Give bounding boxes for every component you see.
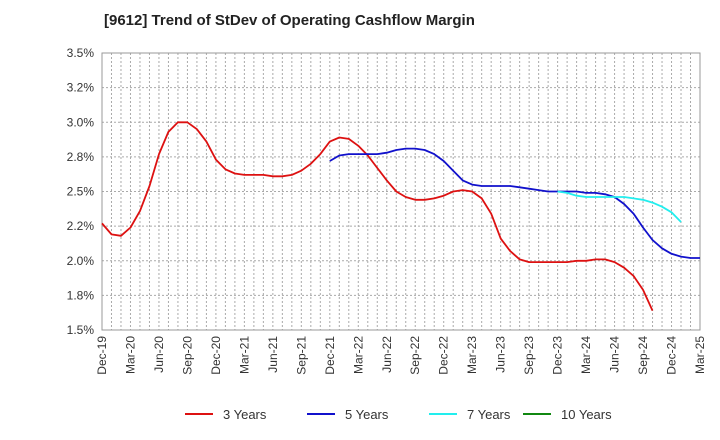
y-tick-label: 2.8% [67, 150, 95, 164]
y-tick-label: 3.0% [67, 115, 95, 129]
x-tick-label: Jun-23 [494, 336, 508, 373]
x-tick-label: Sep-21 [294, 336, 308, 375]
y-tick-label: 2.0% [67, 254, 95, 268]
series-line-3-years [101, 121, 654, 311]
x-tick-label: Dec-24 [665, 336, 679, 375]
x-tick-label: Dec-22 [437, 336, 451, 375]
legend-label-3-years: 3 Years [223, 407, 267, 422]
chart-title: [9612] Trend of StDev of Operating Cashf… [104, 12, 475, 29]
x-tick-label: Sep-22 [408, 336, 422, 375]
x-tick-label: Mar-21 [237, 336, 251, 374]
x-tick-label: Mar-25 [693, 336, 707, 374]
x-tick-label: Mar-23 [465, 336, 479, 374]
x-tick-label: Dec-20 [209, 336, 223, 375]
plot-area [101, 52, 701, 331]
x-tick-label: Mar-22 [351, 336, 365, 374]
y-tick-label: 1.8% [67, 288, 95, 302]
x-tick-label: Dec-19 [95, 336, 109, 375]
x-tick-label: Jun-24 [608, 336, 622, 373]
legend-label-10-years: 10 Years [561, 407, 612, 422]
y-tick-label: 1.5% [67, 323, 95, 337]
x-tick-label: Jun-21 [266, 336, 280, 373]
x-axis-tick-labels: Dec-19 Mar-20 Jun-20 Sep-20 Dec-20 Mar-21 Jun-… [95, 336, 707, 375]
x-tick-label: Sep-20 [180, 336, 194, 375]
legend-label-5-years: 5 Years [345, 407, 389, 422]
x-tick-label: Jun-20 [152, 336, 166, 373]
series-lines [101, 121, 700, 311]
series-line-7-years [557, 190, 682, 223]
y-axis-tick-labels: 1.5% 1.8% 2.0% 2.2% 2.5% 2.8% 3.0% 3.2% 3.5% [67, 46, 95, 337]
series-line-5-years [329, 147, 700, 259]
x-tick-label: Sep-23 [522, 336, 536, 375]
x-tick-label: Sep-24 [636, 336, 650, 375]
grid-lines [102, 52, 700, 331]
y-tick-label: 2.5% [67, 185, 95, 199]
x-tick-label: Mar-20 [123, 336, 137, 374]
y-tick-label: 3.2% [67, 81, 95, 95]
x-tick-label: Mar-24 [579, 336, 593, 374]
legend-label-7-years: 7 Years [467, 407, 511, 422]
y-tick-label: 2.2% [67, 219, 95, 233]
x-tick-label: Jun-22 [380, 336, 394, 373]
y-tick-label: 3.5% [67, 46, 95, 60]
legend: 3 Years 5 Years 7 Years 10 Years [185, 407, 612, 422]
x-tick-label: Dec-23 [551, 336, 565, 375]
x-tick-label: Dec-21 [323, 336, 337, 375]
